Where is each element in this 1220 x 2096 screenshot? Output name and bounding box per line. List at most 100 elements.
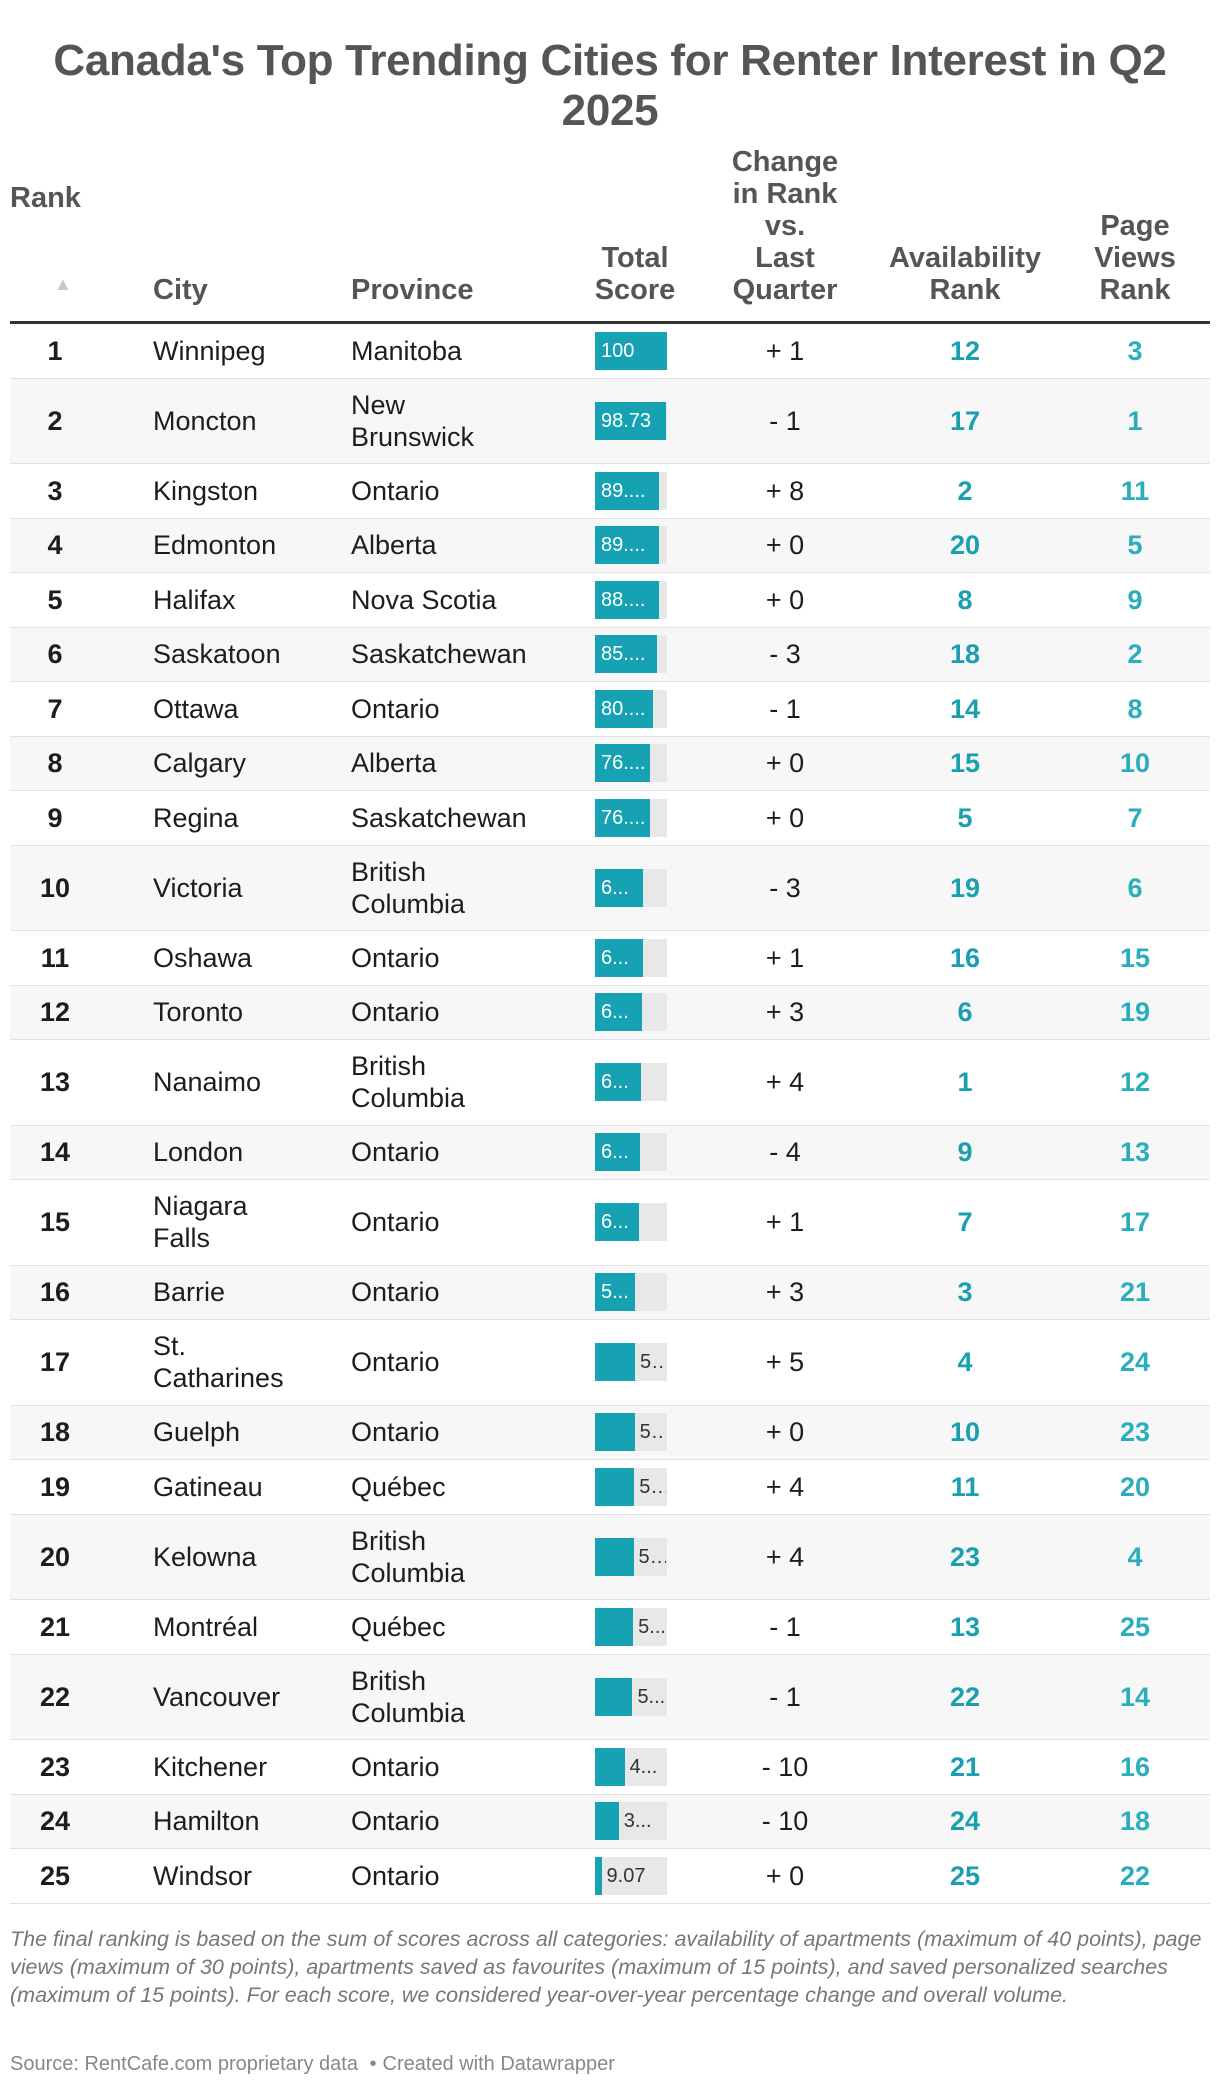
table-row[interactable]: 25 Windsor Ontario 9.07 + 0 25 22: [10, 1849, 1210, 1904]
availability-rank-cell: 2: [957, 475, 973, 506]
table-row[interactable]: 9 Regina Saskatchewan 76.... + 0 5 7: [10, 791, 1210, 846]
page-views-rank-cell: 15: [1119, 942, 1151, 973]
table-row[interactable]: 3 Kingston Ontario 89.... + 8 2 11: [10, 464, 1210, 519]
table-row[interactable]: 22 Vancouver British Columbia 5... - 1 22 14: [10, 1654, 1210, 1740]
page-views-rank-cell: 11: [1120, 475, 1150, 506]
col-header-change-in-rank[interactable]: Change in Rank vs. Last Quarter: [731, 146, 839, 306]
table-row[interactable]: 23 Kitchener Ontario 4... - 10 21 16: [10, 1740, 1210, 1795]
city-cell: Kitchener: [153, 1751, 268, 1782]
score-cell: 89....: [595, 519, 667, 573]
city-cell: Guelph: [153, 1417, 241, 1448]
availability-rank-cell: 20: [949, 530, 981, 561]
change-cell: - 1: [769, 1611, 801, 1642]
score-bar-track: 9.07: [595, 1856, 667, 1895]
table-row[interactable]: 4 Edmonton Alberta 89.... + 0 20 5: [10, 518, 1210, 573]
score-bar: [595, 1537, 634, 1576]
score-cell: 89....: [595, 464, 667, 518]
score-label: 88....: [601, 588, 646, 611]
score-label: 85....: [601, 643, 646, 666]
change-cell: - 4: [769, 1137, 801, 1168]
col-header-province[interactable]: Province: [351, 274, 474, 306]
availability-rank-cell: 3: [957, 1277, 973, 1308]
change-cell: + 4: [765, 1541, 805, 1572]
score-bar: [595, 1203, 639, 1242]
province-cell: Nova Scotia: [351, 584, 497, 615]
page-views-rank-cell: 23: [1119, 1417, 1151, 1448]
change-cell: + 0: [765, 1860, 805, 1891]
page-views-rank-cell: 25: [1119, 1611, 1151, 1642]
rank-cell: 15: [39, 1207, 71, 1238]
page-views-rank-cell: 14: [1119, 1681, 1151, 1712]
table-row[interactable]: 13 Nanaimo British Columbia 6... + 4 1 12: [10, 1040, 1210, 1126]
page-views-rank-cell: 2: [1127, 639, 1143, 670]
score-bar: [595, 689, 653, 728]
table-row[interactable]: 10 Victoria British Columbia 6... - 3 19 6: [10, 845, 1210, 931]
province-cell: Ontario: [351, 1860, 440, 1891]
score-bar: [595, 471, 660, 510]
score-label: 3...: [623, 1810, 652, 1833]
score-bar-track: 89....: [595, 526, 667, 565]
header-rule: [10, 321, 1210, 324]
change-cell: + 1: [765, 1207, 805, 1238]
col-header-availability-rank[interactable]: Availability Rank: [888, 242, 1042, 306]
score-bar-track: 88....: [595, 580, 667, 619]
availability-rank-cell: 13: [949, 1611, 981, 1642]
page-views-rank-cell: 13: [1119, 1137, 1151, 1168]
table-row[interactable]: 1 Winnipeg Manitoba 100 + 1 12 3: [10, 324, 1210, 379]
score-label: 80....: [601, 697, 646, 720]
table-row[interactable]: 21 Montréal Québec 5... - 1 13 25: [10, 1600, 1210, 1655]
score-bar: [595, 993, 643, 1032]
col-header-page-views-rank[interactable]: Page Views Rank: [1094, 210, 1176, 306]
availability-rank-cell: 24: [949, 1806, 981, 1837]
city-cell: Winnipeg: [153, 335, 266, 366]
table-row[interactable]: 17 St. Catharines Ontario 5... + 5 4 24: [10, 1320, 1210, 1406]
table-row[interactable]: 18 Guelph Ontario 5... + 0 10 23: [10, 1405, 1210, 1460]
table-row[interactable]: 14 London Ontario 6... - 4 9 13: [10, 1125, 1210, 1180]
score-cell: 6...: [595, 931, 667, 985]
city-cell: Edmonton: [153, 530, 277, 561]
table-row[interactable]: 6 Saskatoon Saskatchewan 85.... - 3 18 2: [10, 627, 1210, 682]
score-cell: 4...: [595, 1740, 667, 1794]
table-row[interactable]: 16 Barrie Ontario 5... + 3 3 21: [10, 1265, 1210, 1320]
sort-ascending-icon[interactable]: ▲: [54, 274, 72, 294]
table-row[interactable]: 8 Calgary Alberta 76.... + 0 15 10: [10, 736, 1210, 791]
score-bar: [595, 868, 644, 907]
city-cell: St. Catharines: [153, 1331, 284, 1394]
rank-cell: 23: [39, 1751, 71, 1782]
score-bar: [595, 1343, 635, 1382]
score-cell: 6...: [595, 846, 667, 931]
score-bar-track: 5...: [595, 1343, 667, 1382]
score-bar-track: 80....: [595, 689, 667, 728]
col-header-total-score[interactable]: Total Score: [594, 242, 676, 306]
table-row[interactable]: 20 Kelowna British Columbia 5... + 4 23 4: [10, 1514, 1210, 1600]
score-cell: 76....: [595, 737, 667, 791]
page-views-rank-cell: 20: [1119, 1471, 1151, 1502]
table-row[interactable]: 12 Toronto Ontario 6... + 3 6 19: [10, 985, 1210, 1040]
score-label: 5...: [639, 1351, 666, 1374]
availability-rank-cell: 8: [957, 584, 973, 615]
source-separator: •: [369, 2053, 377, 2075]
table-row[interactable]: 15 Niagara Falls Ontario 6... + 1 7 17: [10, 1180, 1210, 1266]
score-cell: 98.73: [595, 379, 667, 464]
score-bar: [595, 1413, 635, 1452]
table-row[interactable]: 19 Gatineau Québec 5... + 4 11 20: [10, 1460, 1210, 1515]
col-header-rank[interactable]: Rank: [10, 182, 81, 214]
change-cell: + 1: [765, 335, 805, 366]
page-views-rank-cell: 9: [1127, 584, 1143, 615]
table-row[interactable]: 5 Halifax Nova Scotia 88.... + 0 8 9: [10, 573, 1210, 628]
score-bar: [595, 635, 657, 674]
score-bar-track: 5...: [595, 1467, 667, 1506]
availability-rank-cell: 22: [949, 1681, 981, 1712]
province-cell: Ontario: [351, 1751, 440, 1782]
table-row[interactable]: 7 Ottawa Ontario 80.... - 1 14 8: [10, 682, 1210, 737]
availability-rank-cell: 4: [957, 1347, 973, 1378]
table-row[interactable]: 2 Moncton New Brunswick 98.73 - 1 17 1: [10, 378, 1210, 464]
table-row[interactable]: 24 Hamilton Ontario 3... - 10 24 18: [10, 1794, 1210, 1849]
table-row[interactable]: 11 Oshawa Ontario 6... + 1 16 15: [10, 931, 1210, 986]
col-header-city[interactable]: City: [153, 274, 208, 306]
rank-cell: 22: [39, 1681, 71, 1712]
availability-rank-cell: 12: [949, 335, 981, 366]
score-cell: 85....: [595, 628, 667, 682]
rank-cell: 11: [40, 942, 70, 973]
page-views-rank-cell: 6: [1127, 872, 1143, 903]
